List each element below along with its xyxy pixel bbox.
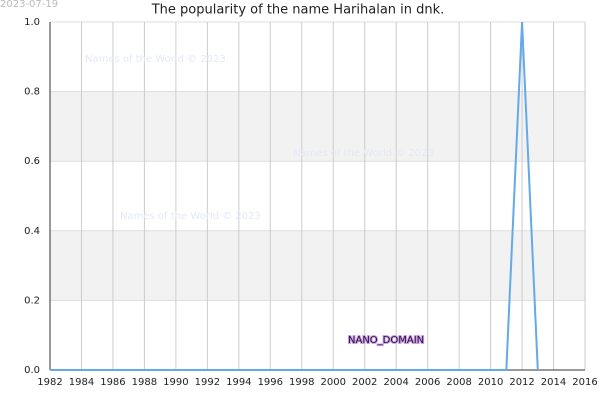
x-tick-label: 1988 bbox=[132, 377, 157, 388]
x-tick-label: 1994 bbox=[226, 377, 251, 388]
y-tick-label: 1.0 bbox=[24, 17, 40, 28]
watermark: Names of the World © 2023 bbox=[293, 148, 434, 159]
x-tick-label: 2002 bbox=[352, 377, 377, 388]
watermark: Names of the World © 2023 bbox=[85, 54, 226, 65]
band bbox=[50, 91, 585, 162]
line bbox=[50, 21, 539, 371]
domain-label: NANO_DOMAIN bbox=[348, 335, 424, 346]
y-tick-label: 0.6 bbox=[24, 156, 40, 167]
x-tick-label: 1982 bbox=[37, 377, 62, 388]
x-tick-label: 1984 bbox=[69, 377, 94, 388]
x-tick-label: 2012 bbox=[509, 377, 534, 388]
y-tick-label: 0.8 bbox=[24, 87, 40, 98]
x-tick-label: 2008 bbox=[446, 377, 471, 388]
watermark: Names of the World © 2023 bbox=[120, 211, 261, 222]
x-tick-label: 1998 bbox=[289, 377, 314, 388]
date-stamp: 2023-07-19 bbox=[0, 0, 58, 10]
x-tick-label: 2014 bbox=[541, 377, 566, 388]
x-tick-label: 2004 bbox=[383, 377, 408, 388]
x-tick-label: 2000 bbox=[321, 377, 346, 388]
x-tick-label: 2006 bbox=[415, 377, 440, 388]
y-tick-label: 0.2 bbox=[24, 295, 40, 306]
x-tick-label: 1992 bbox=[195, 377, 220, 388]
x-tick-label: 1986 bbox=[100, 377, 125, 388]
y-tick-label: 0.4 bbox=[24, 226, 40, 237]
x-tick-label: 1996 bbox=[258, 377, 283, 388]
chart-title: The popularity of the name Harihalan in … bbox=[151, 3, 445, 18]
band bbox=[50, 230, 585, 301]
y-tick-label: 0.0 bbox=[24, 365, 40, 376]
x-tick-label: 1990 bbox=[163, 377, 188, 388]
x-tick-label: 2010 bbox=[478, 377, 503, 388]
x-tick-label: 2016 bbox=[572, 377, 597, 388]
